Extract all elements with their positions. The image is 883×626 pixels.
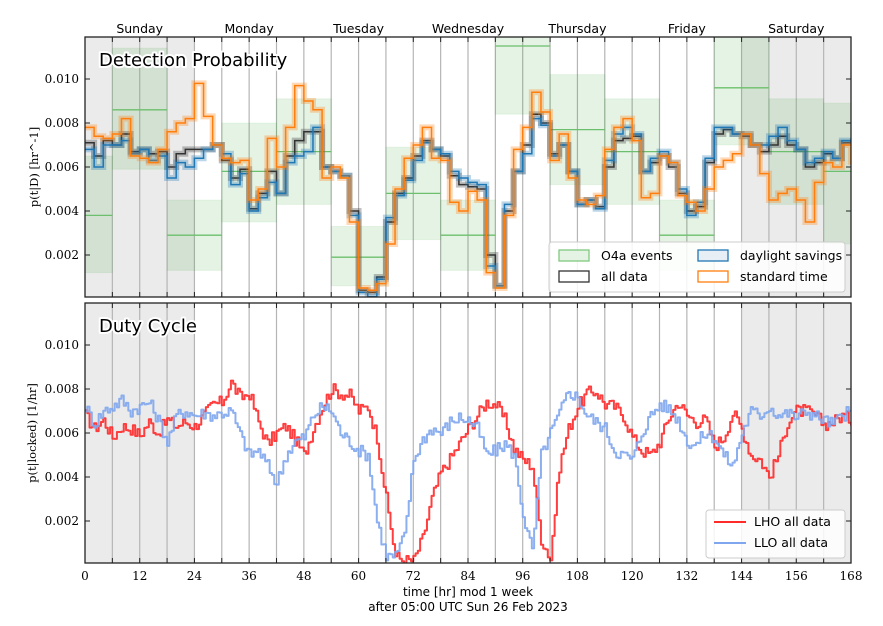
x-tick-label: 144 xyxy=(730,569,753,583)
o4a-event-band xyxy=(823,102,851,245)
x-tick-label: 96 xyxy=(515,569,530,583)
legend-box xyxy=(548,241,846,293)
y-tick-label: 0.006 xyxy=(45,426,79,440)
x-axis-label: time [hr] mod 1 week xyxy=(403,585,533,599)
day-label: Tuesday xyxy=(332,21,384,36)
x-tick-label: 168 xyxy=(840,569,863,583)
legend-swatch xyxy=(558,270,590,283)
y-tick-label: 0.004 xyxy=(45,204,80,218)
panel-title: Duty Cycle xyxy=(99,316,197,337)
series-line-standard-time xyxy=(85,82,851,291)
series-line-lho-all-data xyxy=(85,379,851,563)
x-axis-sublabel: after 05:00 UTC Sun 26 Feb 2023 xyxy=(368,600,568,614)
y-tick-label: 0.010 xyxy=(45,72,79,86)
x-tick-label: 132 xyxy=(675,569,698,583)
legend-label: all data xyxy=(601,269,648,284)
legend-label: daylight savings xyxy=(740,248,842,263)
legend-label: LHO all data xyxy=(754,514,831,529)
legend-label: LLO all data xyxy=(754,535,828,550)
x-tick-label: 48 xyxy=(296,569,311,583)
y-tick-label: 0.010 xyxy=(45,338,79,352)
day-label: Saturday xyxy=(768,21,825,36)
y-axis-label: p(t|D) [hr^-1] xyxy=(27,127,42,207)
x-tick-label: 60 xyxy=(351,569,366,583)
day-label: Wednesday xyxy=(432,21,505,36)
x-tick-label: 36 xyxy=(242,569,257,583)
x-tick-label: 108 xyxy=(566,569,589,583)
x-tick-label: 0 xyxy=(81,569,89,583)
y-tick-label: 0.008 xyxy=(45,116,79,130)
x-tick-label: 72 xyxy=(406,569,421,583)
y-tick-label: 0.002 xyxy=(45,514,79,528)
day-label: Sunday xyxy=(116,21,163,36)
y-tick-label: 0.008 xyxy=(45,382,79,396)
day-label: Monday xyxy=(224,21,274,36)
legend-swatch xyxy=(558,249,590,262)
top-panel-detection-probability: 0.002 0.004 0.006 0.008 0.010 p(t|D) [hr^-1] D… xyxy=(27,21,852,298)
legend-swatch xyxy=(697,270,729,283)
legend-swatch xyxy=(697,249,729,262)
bottom-panel-duty-cycle: 0.002 0.004 0.006 0.008 0.010 p(t|locked) [1/… xyxy=(25,302,863,614)
series-line-llo-all-data xyxy=(85,391,851,562)
y-tick-label: 0.006 xyxy=(45,160,79,174)
y-tick-label: 0.002 xyxy=(45,248,79,262)
y-tick-label: 0.004 xyxy=(45,470,80,484)
legend-label: O4a events xyxy=(601,248,673,263)
x-tick-label: 84 xyxy=(460,569,476,583)
day-label: Thursday xyxy=(547,21,607,36)
x-tick-label: 12 xyxy=(132,569,147,583)
x-tick-label: 120 xyxy=(621,569,644,583)
legend-label: standard time xyxy=(740,269,828,284)
panel-title: Detection Probability xyxy=(99,50,288,71)
y-axis-label: p(t|locked) [1/hr] xyxy=(25,383,40,483)
x-tick-label: 24 xyxy=(187,569,203,583)
x-tick-label: 156 xyxy=(785,569,808,583)
day-label: Friday xyxy=(668,21,706,36)
